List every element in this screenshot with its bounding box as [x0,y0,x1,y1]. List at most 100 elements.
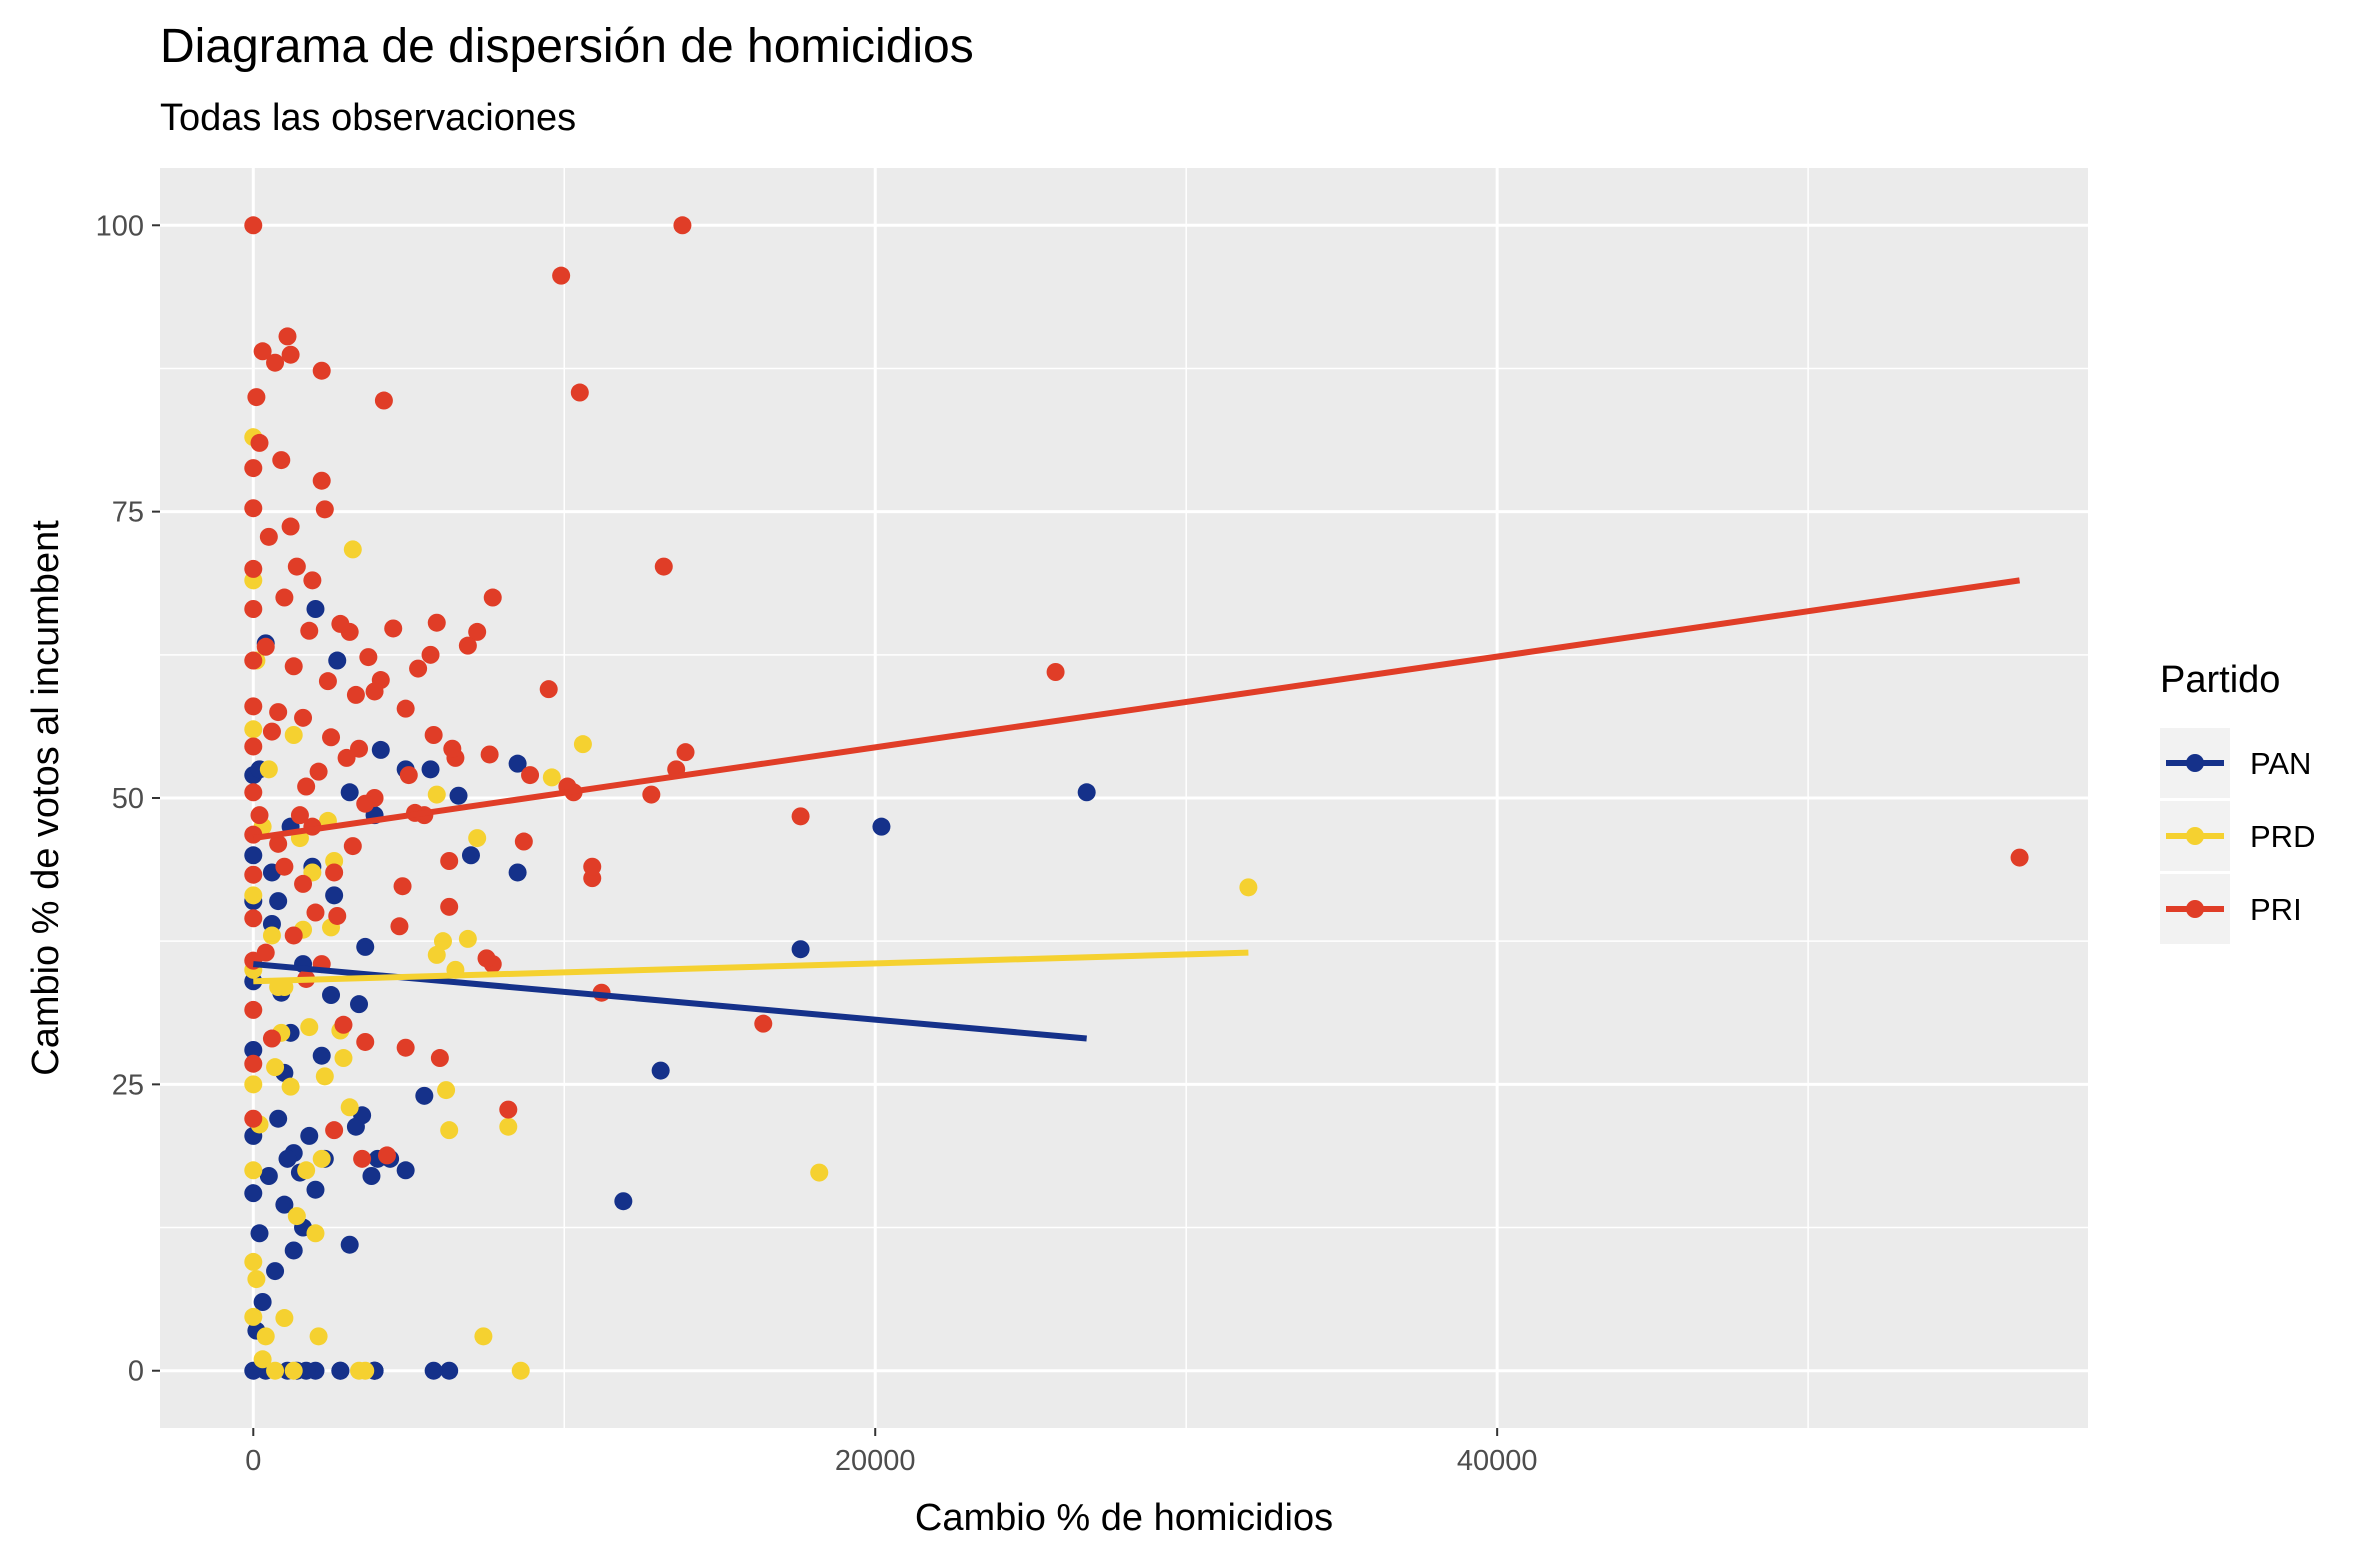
data-point-prd [287,1207,306,1226]
data-point-prd [433,932,452,951]
data-point-pan [872,817,891,836]
data-point-prd [284,1361,303,1380]
data-point-prd [244,1252,263,1271]
data-point-pri [359,648,378,667]
data-point-pri [458,636,477,655]
data-point-pri [583,857,602,876]
legend: Partido PAN PRD PRI [2160,659,2315,944]
data-point-pri [393,877,412,896]
data-point-pri [275,588,294,607]
data-point-pri [1046,663,1065,681]
data-point-pri [244,651,263,670]
data-point-pri [244,737,263,756]
data-point-pan [421,760,440,779]
data-point-pan [449,786,468,805]
data-point-prd [427,945,446,964]
data-point-prd [542,768,561,787]
data-point-pri [427,613,446,632]
data-point-pri [409,659,428,678]
data-point-pri [325,863,344,882]
data-point-pan [362,1167,381,1185]
legend-label-prd: PRD [2250,819,2315,854]
data-point-pri [642,785,661,804]
data-point-pri [514,832,533,851]
data-point-pri [244,459,263,478]
data-point-pri [262,722,281,741]
data-point-pri [284,657,303,676]
data-point-prd [300,1018,319,1037]
data-point-pri [322,728,341,747]
data-point-pri [396,699,415,718]
data-point-pan [346,1117,365,1136]
data-point-prd [266,1361,285,1380]
data-point-pri [378,1146,397,1165]
data-point-pan [791,940,810,959]
data-point-pri [318,672,337,691]
data-point-pri [356,1032,375,1051]
data-point-pri [290,806,309,825]
data-point-pri [281,345,300,364]
data-point-pri [250,433,269,452]
data-point-pan [312,1046,331,1065]
x-tick-label: 40000 [1457,1445,1538,1477]
data-point-pri [477,949,496,968]
data-point-pan [440,1361,459,1380]
data-point-pan [340,1235,359,1254]
data-point-pri [297,777,316,796]
data-point-pri [570,383,589,402]
data-point-pan [328,651,347,670]
data-point-pan [253,1293,272,1311]
data-point-prd [474,1327,493,1346]
data-point-pan [508,754,527,773]
data-point-pan [259,1167,278,1185]
data-point-pri [315,500,334,519]
x-tick-label: 0 [245,1445,261,1477]
data-point-pri [266,353,285,372]
data-point-prd [262,926,281,945]
data-point-prd [458,929,477,948]
data-point-prd [266,1058,285,1077]
data-point-pri [244,1054,263,1073]
data-point-pan [614,1192,633,1211]
data-point-prd [281,1077,300,1096]
data-point-pri [281,517,300,536]
data-point-prd [244,1161,263,1180]
data-point-pri [440,852,459,870]
data-point-prd [259,760,278,779]
trend-lines [252,577,2021,1042]
y-tick-label: 100 [96,210,144,242]
data-point-pan [269,892,288,911]
data-point-pan [415,1086,434,1105]
data-point-pri [384,619,403,638]
x-tick-label: 20000 [835,1445,916,1477]
data-point-pri [676,743,695,762]
y-tick-label: 50 [112,783,144,815]
data-point-pan [275,1195,294,1214]
data-point-pri [396,1038,415,1057]
data-point-pri [244,1000,263,1019]
data-point-pan [331,1361,350,1380]
data-point-prd [440,1121,459,1140]
data-point-pri [328,906,347,925]
data-point-pan [284,1241,303,1260]
data-point-pri [272,451,291,470]
data-point-pri [374,391,393,410]
data-point-prd [1239,878,1258,897]
data-point-prd [340,1098,359,1117]
data-point-prd [573,735,592,754]
data-point-pri [2010,848,2029,867]
data-point-pri [337,748,356,767]
data-point-prd [256,1327,275,1346]
data-point-pan [396,1161,415,1180]
data-point-pri [247,388,266,407]
data-point-pri [654,557,673,576]
data-point-prd [306,1224,325,1243]
data-point-pri [424,726,443,744]
data-point-pri [244,909,263,928]
data-point-pan [461,846,480,865]
y-tick-label: 0 [128,1356,144,1388]
x-axis-title: Cambio % de homicidios [915,1497,1333,1539]
data-point-pan [306,600,325,618]
data-point-pri [256,943,275,962]
data-point-pri [269,834,288,853]
